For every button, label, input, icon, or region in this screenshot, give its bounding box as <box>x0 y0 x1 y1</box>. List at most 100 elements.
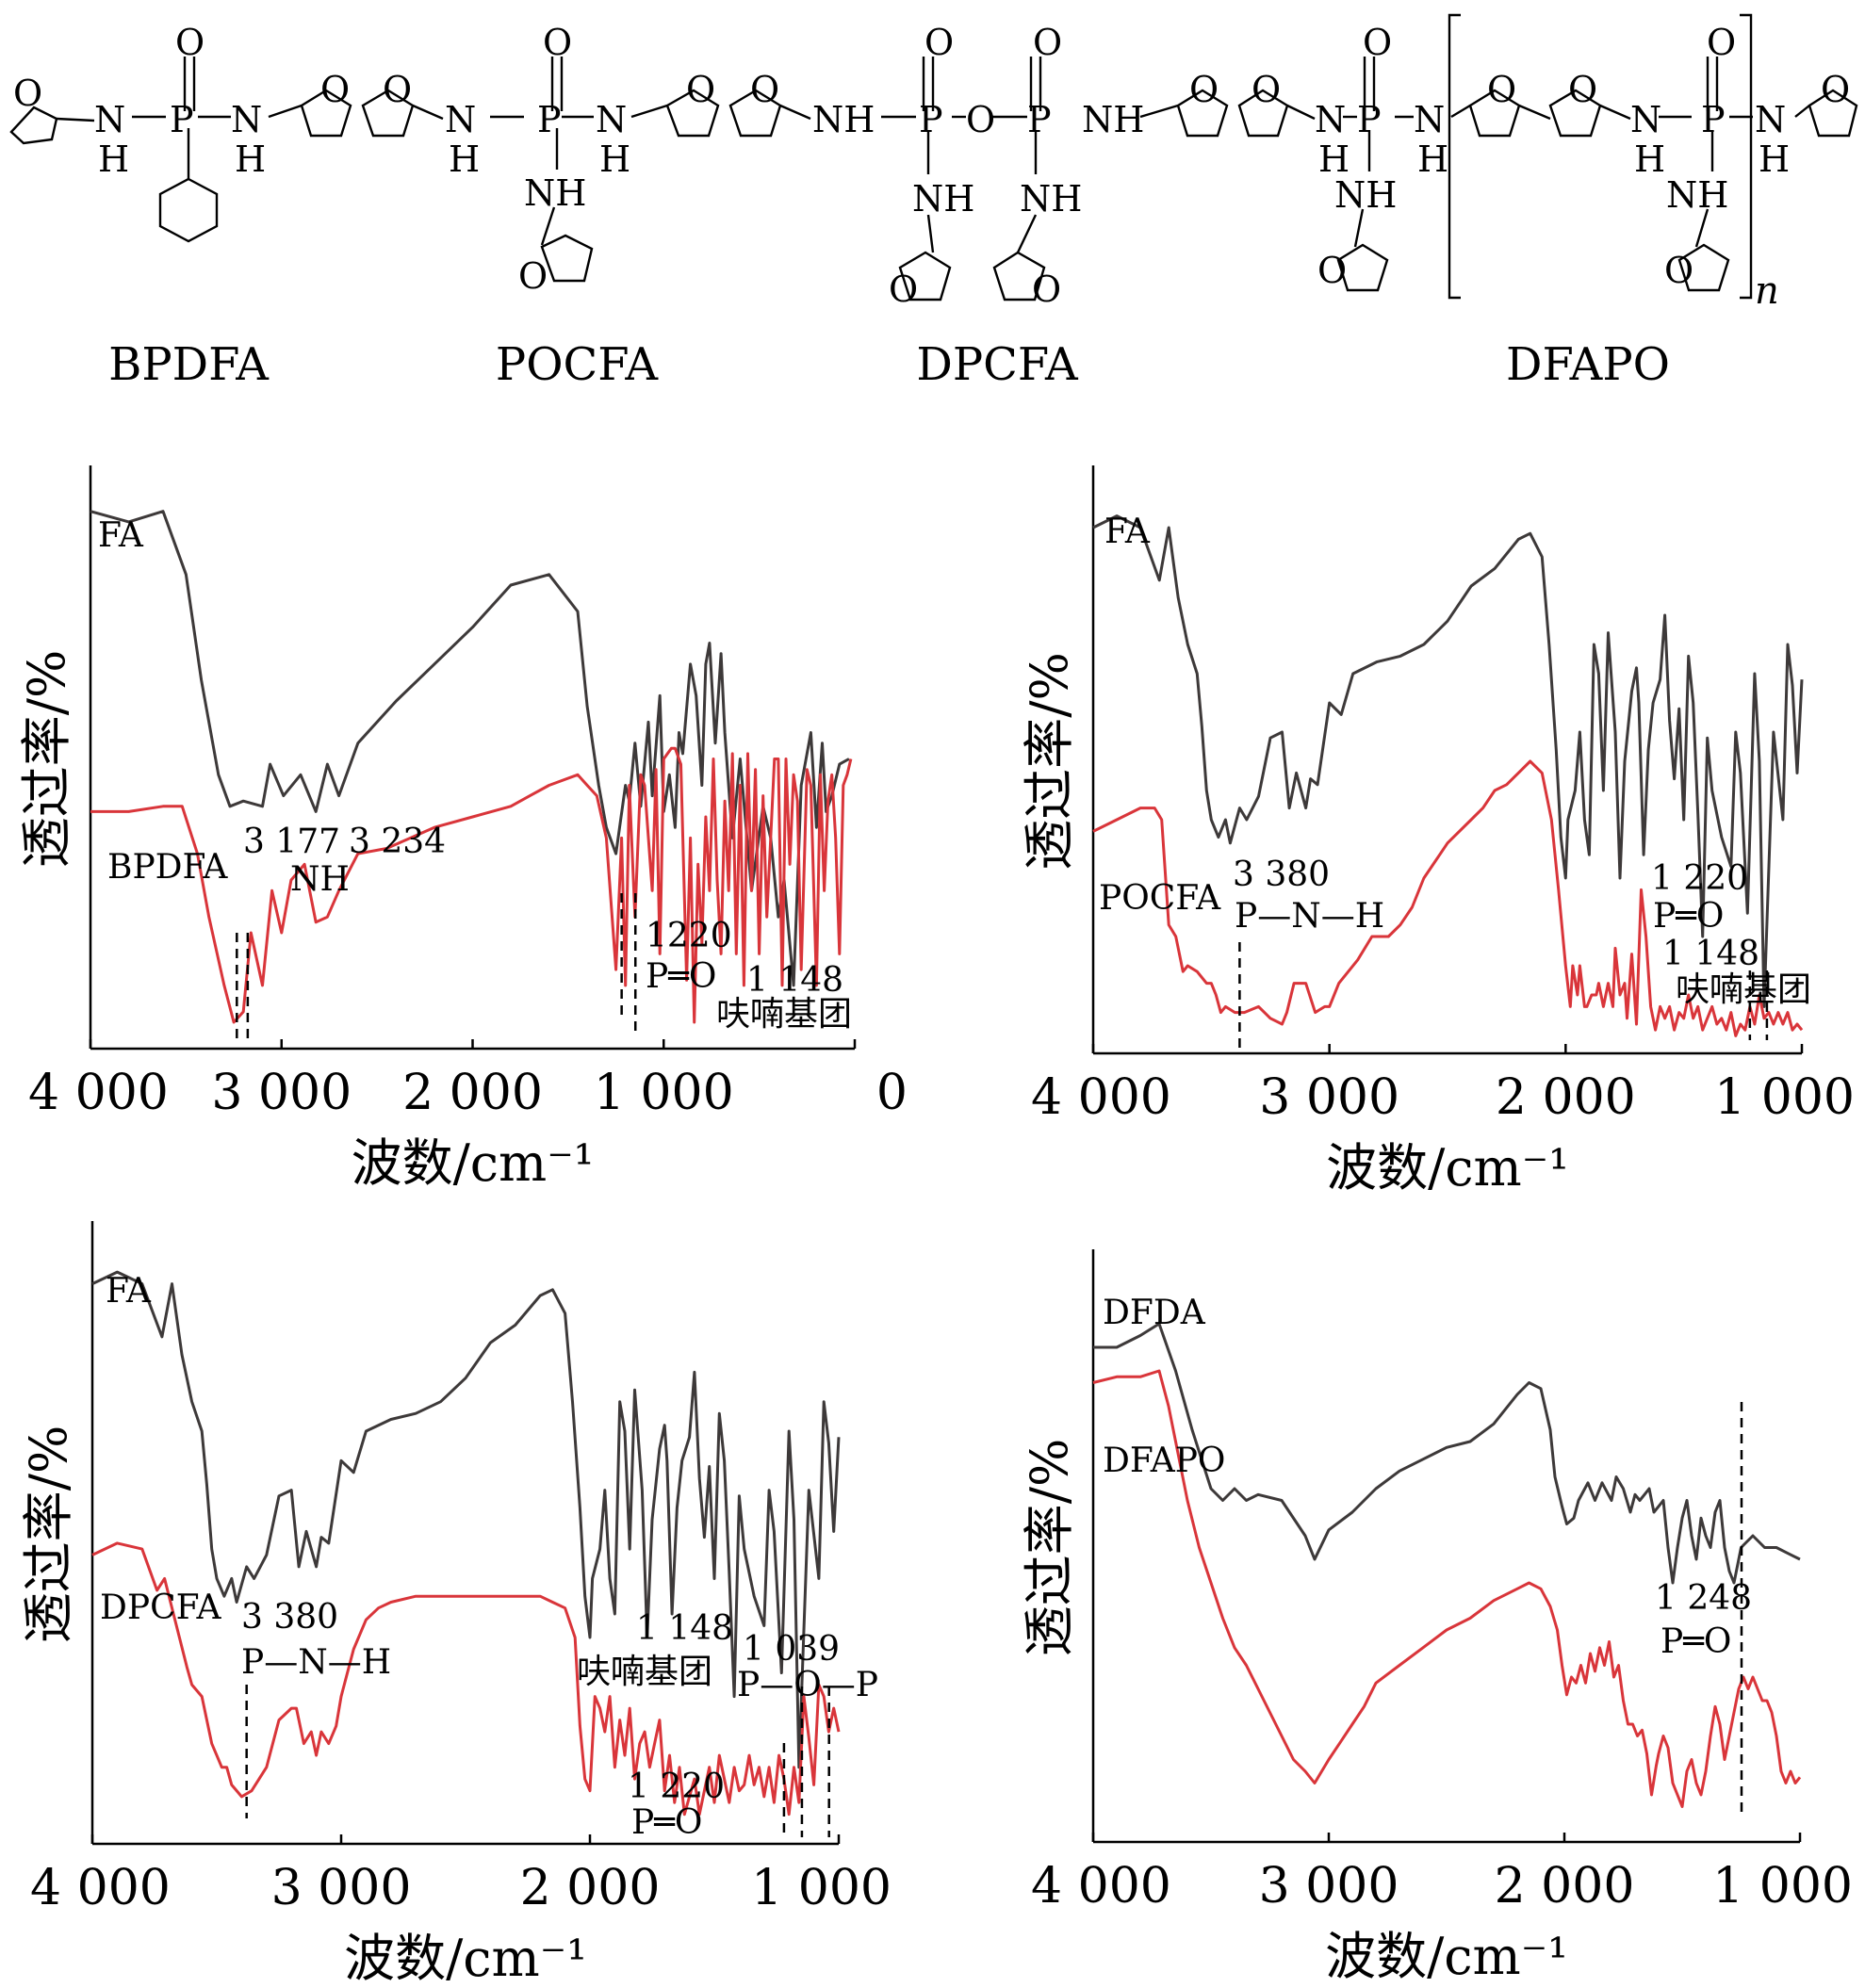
atom-label: O <box>13 73 42 114</box>
x-tick-label: 4 000 <box>28 1065 169 1121</box>
furan-ring <box>665 89 720 138</box>
atom-label: O <box>1568 69 1597 110</box>
x-axis-label: 波数/cm⁻¹ <box>1325 1927 1568 1986</box>
series-line-dpcfa <box>91 1541 841 1817</box>
atom-label: O <box>1707 22 1736 63</box>
atom-label: N <box>596 99 627 140</box>
series-label-dfda: DFDA <box>1103 1294 1206 1332</box>
furan-ring <box>540 234 594 283</box>
repeat-index-label: n <box>1755 269 1779 313</box>
atom-label: NH <box>524 172 586 214</box>
furan-ring <box>1176 89 1229 138</box>
series-line-pocfa <box>1092 759 1804 1037</box>
annotation-p-o-label: P═O <box>1653 897 1724 936</box>
atom-label: O <box>1664 250 1693 291</box>
series-line-dfapo <box>1092 1369 1802 1808</box>
atom-label: NH <box>1020 178 1082 220</box>
atom-label: O <box>889 269 918 310</box>
furan-ring <box>9 106 58 145</box>
annotation-p-o-p-label: P—O—P <box>737 1666 878 1704</box>
atom-label: N <box>445 99 476 140</box>
series-line-fa <box>1092 514 1804 1008</box>
structure-dpcfa <box>728 57 1229 301</box>
molecule-name-dpcfa: DPCFA <box>916 338 1079 391</box>
atom-label: O <box>175 22 204 63</box>
atom-label: N <box>1414 99 1445 140</box>
atom-label: H <box>1759 139 1790 180</box>
x-tick-label: 0 <box>876 1065 908 1121</box>
annotation-furan-group-label: 呋喃基团 <box>577 1653 712 1691</box>
furan-ring <box>898 251 952 301</box>
series-label-fa: FA <box>106 1272 152 1311</box>
structure-bpdfa <box>9 57 352 243</box>
annotation-nh-bond-label: NH <box>290 860 350 899</box>
atom-label: H <box>1417 139 1448 180</box>
atom-label: H <box>235 139 266 180</box>
annotation-1 220-label: 1 220 <box>1651 859 1748 898</box>
atom-label: H <box>1634 139 1665 180</box>
annotation-p-n-h-label: P—N—H <box>1235 897 1384 936</box>
furan-ring <box>300 89 352 138</box>
molecule-name-dfapo: DFAPO <box>1506 338 1670 391</box>
furan-ring <box>1468 89 1521 138</box>
furan-ring <box>1677 243 1730 292</box>
x-tick-label: 2 000 <box>520 1860 661 1916</box>
molecule-names: BPDFA POCFA DPCFA DFAPO <box>108 338 1670 391</box>
atom-label: O <box>518 255 548 297</box>
atom-label: NH <box>1666 174 1728 216</box>
x-tick-label: 4 000 <box>30 1860 171 1916</box>
atom-label: NH <box>1334 174 1397 216</box>
molecule-name-pocfa: POCFA <box>496 338 660 391</box>
chart-panel-bottom-left: 4 000 3 000 2 000 1 000 波数/cm⁻¹ 透过率/% FA DPCFA 3… <box>19 1221 892 1988</box>
chart-panel-bottom-right: 4 000 3 000 2 000 1 000 波数/cm⁻¹ 透过率/% DFDA DFAP… <box>1020 1249 1853 1986</box>
annotation-p-o-label: P═O <box>1661 1622 1731 1661</box>
atom-label: P <box>1701 99 1726 140</box>
series-line-dfda <box>1093 1322 1801 1585</box>
repeat-bracket-right <box>1740 13 1753 300</box>
annotation-1 148-label: 1 148 <box>746 961 843 1000</box>
furan-ring <box>1808 89 1858 138</box>
structure-dfapo <box>1237 13 1858 300</box>
atom-label: O <box>924 22 954 63</box>
annotation-3 177-label: 3 177 <box>243 823 340 861</box>
atom-label: O <box>1317 250 1347 291</box>
atom-label: O <box>750 69 779 110</box>
benzene-ring <box>158 177 219 243</box>
series-label-dfapo: DFAPO <box>1103 1442 1225 1480</box>
y-axis-label: 透过率/% <box>1020 1439 1079 1657</box>
x-tick-label: 3 000 <box>1259 1069 1399 1126</box>
x-tick-label: 1 000 <box>751 1860 892 1916</box>
annotation-p-o-label: P═O <box>646 957 716 996</box>
atom-label: O <box>1189 69 1219 110</box>
atom-label: P <box>1357 99 1382 140</box>
atom-label: O <box>1363 22 1392 63</box>
atom-label: P <box>170 99 194 140</box>
x-tick-label: 4 000 <box>1031 1858 1171 1915</box>
annotation-1 148-label: 1 148 <box>636 1609 733 1648</box>
annotation-3 380-label: 3 380 <box>241 1598 338 1637</box>
atom-label: O <box>1252 69 1281 110</box>
atom-label: O <box>966 99 995 140</box>
atom-label: H <box>98 139 129 180</box>
x-tick-label: 1 000 <box>1714 1069 1855 1126</box>
atom-label: O <box>1487 69 1516 110</box>
y-axis-label: 透过率/% <box>17 650 76 869</box>
atom-label: O <box>1033 22 1062 63</box>
atom-label: N <box>94 99 125 140</box>
x-tick-label: 2 000 <box>1496 1069 1636 1126</box>
annotation-1 148-label: 1 148 <box>1662 935 1759 973</box>
x-axis-label: 波数/cm⁻¹ <box>352 1133 595 1193</box>
atom-label: O <box>543 22 572 63</box>
annotation-furan-group-label: 呋喃基团 <box>716 995 852 1034</box>
atom-label: O <box>1032 269 1061 310</box>
series-label-fa: FA <box>98 516 144 555</box>
atom-label: NH <box>1082 99 1144 140</box>
atom-label: P <box>919 99 943 140</box>
atom-label: N <box>1755 99 1786 140</box>
atom-label: P <box>1027 99 1052 140</box>
atom-label: N <box>1630 99 1661 140</box>
molecule-name-bpdfa: BPDFA <box>108 338 270 391</box>
furan-ring <box>1548 89 1602 138</box>
repeat-bracket-left <box>1448 13 1461 300</box>
atom-label: H <box>599 139 630 180</box>
